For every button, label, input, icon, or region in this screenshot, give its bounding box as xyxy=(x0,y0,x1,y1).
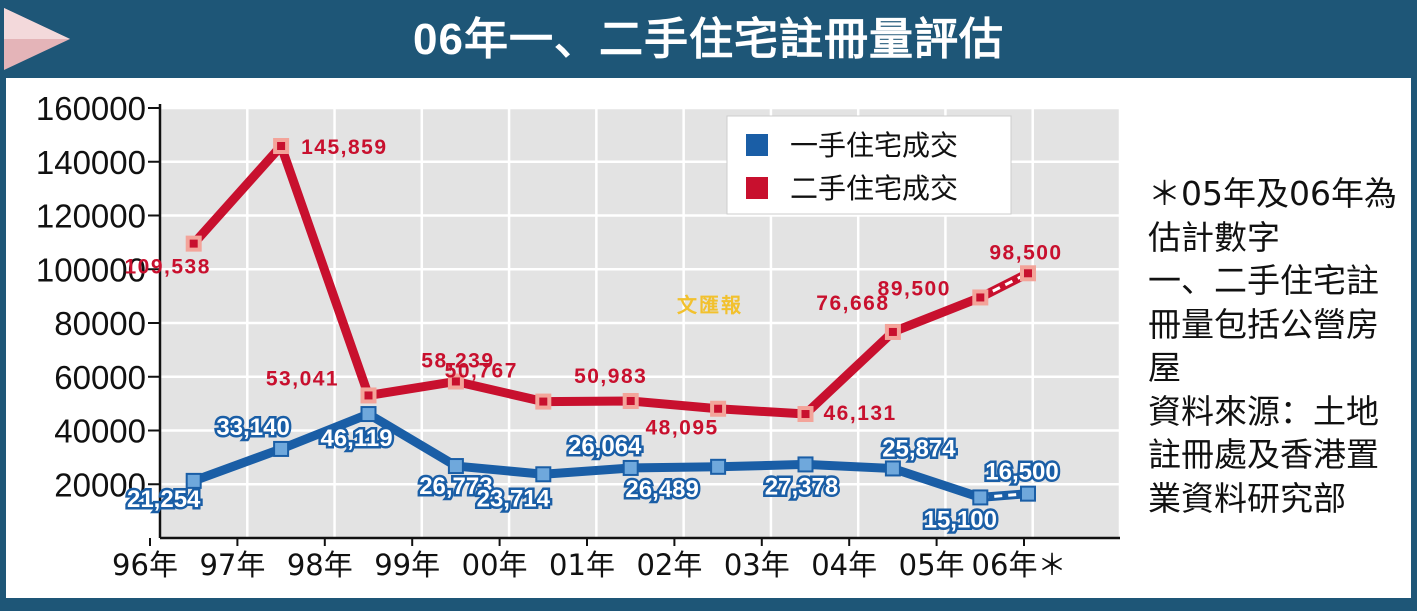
x-tick-label: 00年 xyxy=(462,548,528,582)
note-source: 資料來源：土地註冊處及香港置業資料研究部 xyxy=(1148,391,1379,518)
legend-swatch xyxy=(746,134,768,156)
data-point-center xyxy=(888,327,897,336)
x-tick-label: 02年 xyxy=(636,548,702,582)
y-tick-label: 120000 xyxy=(36,198,146,235)
data-label: 89,500 xyxy=(878,277,951,300)
x-tick-label: 99年 xyxy=(374,548,440,582)
data-point-center xyxy=(1024,269,1032,278)
x-tick-label: 98年 xyxy=(287,548,353,582)
data-label: 50,767 xyxy=(445,360,518,383)
data-point-marker xyxy=(972,489,989,506)
data-label: 109,538 xyxy=(124,256,210,279)
data-point-center xyxy=(451,377,460,386)
bottom-bar xyxy=(0,598,1417,611)
data-point-center xyxy=(189,239,198,248)
data-point-marker xyxy=(884,460,901,477)
x-tick-label: 05年 xyxy=(899,548,965,582)
data-point-marker xyxy=(185,472,202,489)
data-point-center xyxy=(801,410,810,419)
y-tick-label: 160000 xyxy=(36,90,146,127)
y-tick-label: 60000 xyxy=(54,359,146,396)
data-point-marker xyxy=(797,456,814,473)
arrow-icon xyxy=(4,8,70,70)
x-tick-label: 97年 xyxy=(199,548,265,582)
x-tick-label: 01年 xyxy=(549,548,615,582)
data-point-center xyxy=(364,391,373,400)
y-tick-label: 100000 xyxy=(36,251,146,288)
data-label: 16,500 xyxy=(985,459,1058,486)
data-label: 21,254 xyxy=(127,486,201,513)
y-tick-label: 140000 xyxy=(36,144,146,181)
data-point-marker xyxy=(447,458,464,475)
data-point-center xyxy=(714,404,723,413)
data-point-center xyxy=(539,397,548,406)
series-line-1 xyxy=(192,409,982,502)
data-point-marker xyxy=(535,466,552,483)
x-tick-label: 96年 xyxy=(112,548,178,582)
data-label: 26,064 xyxy=(568,433,642,460)
legend-swatch xyxy=(746,177,768,199)
data-point-center xyxy=(277,142,286,151)
data-label: 48,095 xyxy=(645,417,718,440)
legend-box xyxy=(726,115,1012,215)
data-label: 26,489 xyxy=(625,476,698,503)
series-line-2 xyxy=(190,141,982,419)
data-point-marker xyxy=(710,458,727,475)
data-point-center xyxy=(626,396,635,405)
note-scope: 一、二手住宅註冊量包括公營房屋 xyxy=(1148,261,1379,387)
x-tick-label: 04年 xyxy=(811,548,877,582)
data-label: 53,041 xyxy=(266,367,339,390)
data-label: 50,983 xyxy=(574,365,647,388)
chart-notes: ＊05年及06年為估計數字 一、二手住宅註冊量包括公營房屋 資料來源：土地註冊處… xyxy=(1148,172,1398,520)
data-label: 46,119 xyxy=(320,425,392,452)
data-label: 15,100 xyxy=(924,506,997,533)
x-tick-label: 03年 xyxy=(724,548,790,582)
chart-title: 06年一、二手住宅註冊量評估 xyxy=(413,15,1004,64)
note-estimate: ＊05年及06年為估計數字 xyxy=(1148,174,1397,257)
data-point-marker xyxy=(1020,485,1036,502)
watermark-text: 文匯報 xyxy=(677,293,743,317)
title-bar: 06年一、二手住宅註冊量評估 xyxy=(0,0,1417,78)
y-tick-label: 80000 xyxy=(54,305,146,342)
data-label: 76,668 xyxy=(816,292,889,315)
data-label: 58,239 xyxy=(421,349,494,372)
data-label: 23,714 xyxy=(477,485,551,512)
data-label: 98,500 xyxy=(989,241,1062,264)
data-label: 25,874 xyxy=(882,435,956,462)
data-point-center xyxy=(976,293,985,302)
data-label: 27,378 xyxy=(765,473,838,500)
data-label: 33,140 xyxy=(216,414,289,441)
y-tick-label: 20000 xyxy=(54,466,146,503)
data-label: 46,131 xyxy=(824,402,897,425)
data-label: 26,773 xyxy=(419,473,492,500)
y-tick-label: 40000 xyxy=(54,413,146,450)
x-tick-label: 06年＊ xyxy=(972,548,1067,582)
data-point-marker xyxy=(622,459,639,476)
data-point-marker xyxy=(273,440,290,457)
legend-label: 二手住宅成交 xyxy=(790,172,958,205)
data-label: 145,859 xyxy=(301,136,387,159)
data-point-marker xyxy=(360,406,377,423)
legend-label: 一手住宅成交 xyxy=(790,129,958,162)
